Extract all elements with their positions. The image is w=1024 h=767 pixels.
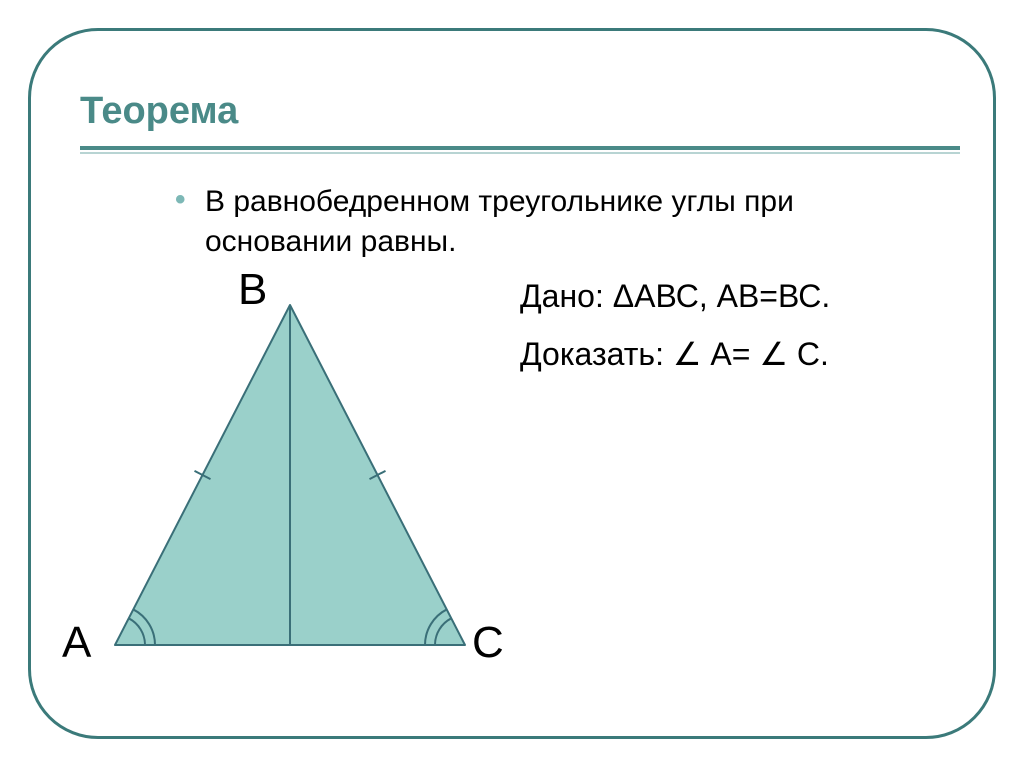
vertex-label-b: В <box>238 265 267 315</box>
vertex-label-c: С <box>472 618 504 668</box>
triangle-symbol: Δ <box>613 278 634 314</box>
title-underline-secondary <box>80 152 960 154</box>
vertex-label-a: А <box>62 618 91 668</box>
angle-symbol-2: ∠ <box>759 336 788 372</box>
angle-symbol-1: ∠ <box>673 336 702 372</box>
slide-title: Теорема <box>80 90 238 133</box>
prove-prefix: Доказать: <box>520 336 673 372</box>
given-statement: Дано: ΔАВС, АВ=ВС. <box>520 278 830 315</box>
given-prefix: Дано: <box>520 278 613 314</box>
proposition-line-1: В равнобедренном треугольнике углы при <box>205 185 794 219</box>
title-underline-primary <box>80 146 960 150</box>
prove-suffix: С. <box>788 336 829 372</box>
prove-statement: Доказать: ∠ А= ∠ С. <box>520 335 829 373</box>
given-text: АВС, АВ=ВС. <box>634 278 830 314</box>
bullet-icon: • <box>175 183 186 217</box>
triangle-diagram <box>90 265 500 705</box>
prove-mid: А= <box>702 336 760 372</box>
proposition-line-2: основании равны. <box>205 225 456 259</box>
